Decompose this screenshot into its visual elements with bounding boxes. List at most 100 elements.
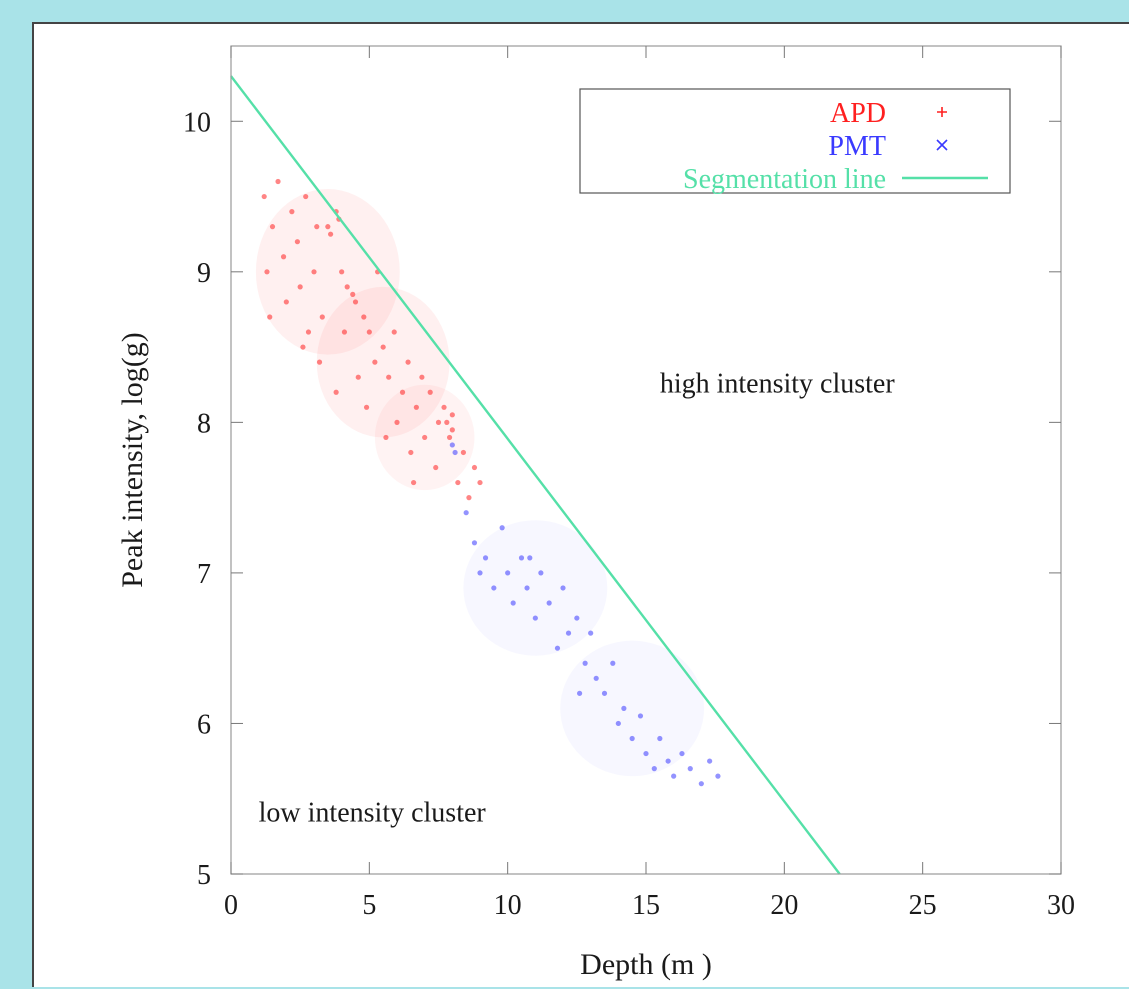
data-point-apd [372,359,378,365]
data-point-apd [261,193,267,200]
data-point-pmt [574,615,580,621]
data-point-apd [466,495,472,501]
data-point-apd [477,479,483,486]
data-point-apd [441,404,447,410]
data-point-pmt [615,720,621,727]
legend-marker [937,107,947,117]
data-point-pmt [657,735,663,742]
data-point-apd [316,359,323,365]
data-point-pmt [560,585,566,591]
data-point-pmt [698,781,704,787]
data-point-apd [280,254,287,260]
data-point-apd [355,374,361,380]
data-point-apd [444,419,450,425]
data-point-apd [427,389,433,395]
data-point-apd [344,284,350,290]
x-tick-label: 20 [770,890,798,921]
data-point-pmt [637,713,644,719]
data-point-apd [366,329,372,335]
data-point-apd [399,389,406,395]
density-shading [255,189,400,355]
data-point-pmt [452,449,458,456]
data-point-apd [405,359,411,365]
data-point-pmt [588,630,594,636]
data-point-pmt [577,690,583,696]
legend-marker [936,139,948,151]
x-tick-label: 0 [224,890,238,921]
data-point-apd [325,224,331,230]
data-point-pmt [477,570,483,576]
x-tick-label: 5 [362,890,376,921]
data-point-pmt [499,525,505,531]
data-point-apd [294,239,300,245]
data-points [261,178,721,787]
data-point-pmt [593,675,599,681]
data-point-pmt [643,750,649,757]
data-point-apd [339,269,345,275]
data-point-pmt [687,766,693,772]
data-point-apd [449,412,455,418]
data-point-pmt [610,660,616,666]
x-tick-label: 10 [494,890,522,921]
data-point-apd [303,193,309,200]
data-point-apd [264,269,270,275]
data-point-pmt [510,600,516,606]
data-point-pmt [482,555,489,561]
data-point-apd [363,404,370,410]
annotation-high-intensity: high intensity cluster [660,368,896,399]
density-shading [560,640,705,777]
legend-label-pmt: PMT [828,131,886,162]
data-point-pmt [707,758,713,764]
x-tick-label: 30 [1047,890,1075,921]
data-point-pmt [582,660,588,666]
data-point-pmt [518,555,525,561]
data-point-apd [297,284,303,290]
data-point-pmt [601,690,608,696]
data-point-pmt [527,555,533,561]
data-point-apd [269,224,276,230]
data-point-apd [471,464,478,471]
data-point-apd [352,299,359,305]
data-point-apd [267,314,273,320]
data-point-apd [328,231,334,237]
x-axis-label: Depth (m ) [580,948,712,981]
data-point-apd [455,479,461,486]
data-point-apd [361,314,367,320]
data-point-apd [350,291,356,297]
data-point-apd [314,224,320,230]
y-tick-label: 8 [197,408,211,439]
density-shading [316,286,450,438]
data-point-pmt [629,735,635,742]
data-point-apd [305,329,312,335]
density-shading [463,520,608,656]
data-point-apd [460,449,466,456]
data-point-apd [433,464,439,471]
data-point-apd [394,419,400,425]
data-point-apd [300,344,306,350]
data-point-pmt [491,585,497,591]
y-tick-label: 9 [197,258,211,289]
data-point-pmt [554,645,561,651]
data-point-apd [383,434,389,441]
x-tick-label: 25 [909,890,937,921]
data-point-pmt [449,442,455,448]
data-point-pmt [621,705,627,712]
data-point-pmt [651,766,657,772]
data-point-apd [435,419,442,425]
data-point-apd [391,329,397,335]
data-point-apd [333,389,339,395]
segmentation-line [230,75,841,875]
data-point-apd [341,329,348,335]
data-point-pmt [565,630,572,636]
data-point-apd [422,434,428,441]
data-point-pmt [665,758,671,764]
data-point-apd [386,374,392,380]
data-point-apd [449,427,455,433]
data-point-pmt [715,773,721,779]
data-point-pmt [463,510,469,516]
data-point-apd [419,374,425,380]
data-point-apd [311,269,317,275]
data-point-apd [275,178,281,185]
segmentation-lines [230,75,841,875]
